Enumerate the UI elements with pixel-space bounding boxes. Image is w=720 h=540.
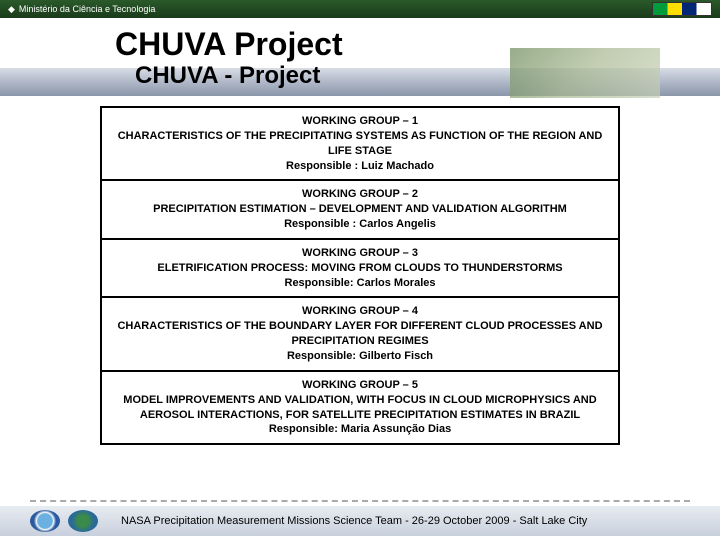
table-row: WORKING GROUP – 3ELETRIFICATION PROCESS:… [101, 239, 619, 298]
decorative-photo [510, 48, 660, 98]
working-group-cell: WORKING GROUP – 2PRECIPITATION ESTIMATIO… [101, 180, 619, 239]
cptec-logo-icon [68, 510, 98, 532]
working-group-cell: WORKING GROUP – 4CHARACTERISTICS OF THE … [101, 297, 619, 370]
wg-title: WORKING GROUP – 5 [112, 378, 608, 393]
table-row: WORKING GROUP – 5MODEL IMPROVEMENTS AND … [101, 371, 619, 444]
ministry-label: ◆ Ministério da Ciência e Tecnologia [8, 4, 155, 15]
wg-description: PRECIPITATION ESTIMATION – DEVELOPMENT A… [112, 202, 608, 217]
brasil-flag-icon [652, 2, 712, 16]
wg-description: CHARACTERISTICS OF THE PRECIPITATING SYS… [112, 129, 608, 159]
footer-text: NASA Precipitation Measurement Missions … [121, 515, 587, 527]
inpe-logo-icon [30, 510, 60, 532]
brasil-coat-icon: ◆ [8, 4, 15, 15]
wg-description: ELETRIFICATION PROCESS: MOVING FROM CLOU… [112, 261, 608, 276]
page-title: CHUVA Project [115, 26, 343, 63]
table-row: WORKING GROUP – 4CHARACTERISTICS OF THE … [101, 297, 619, 370]
page-subtitle: CHUVA - Project [135, 62, 320, 90]
wg-responsible: Responsible: Gilberto Fisch [112, 349, 608, 364]
wg-responsible: Responsible : Luiz Machado [112, 159, 608, 174]
wg-responsible: Responsible: Maria Assunção Dias [112, 422, 608, 437]
wg-title: WORKING GROUP – 4 [112, 304, 608, 319]
working-groups-table: WORKING GROUP – 1CHARACTERISTICS OF THE … [100, 106, 620, 445]
footer-band: NASA Precipitation Measurement Missions … [0, 506, 720, 536]
wg-title: WORKING GROUP – 2 [112, 187, 608, 202]
wg-responsible: Responsible : Carlos Angelis [112, 217, 608, 232]
wg-description: CHARACTERISTICS OF THE BOUNDARY LAYER FO… [112, 319, 608, 349]
wg-title: WORKING GROUP – 1 [112, 114, 608, 129]
table-row: WORKING GROUP – 2PRECIPITATION ESTIMATIO… [101, 180, 619, 239]
wg-responsible: Responsible: Carlos Morales [112, 276, 608, 291]
wg-title: WORKING GROUP – 3 [112, 246, 608, 261]
table-row: WORKING GROUP – 1CHARACTERISTICS OF THE … [101, 107, 619, 180]
working-group-cell: WORKING GROUP – 5MODEL IMPROVEMENTS AND … [101, 371, 619, 444]
ministry-text: Ministério da Ciência e Tecnologia [19, 4, 155, 14]
footer-divider [30, 500, 690, 502]
title-area: CHUVA Project CHUVA - Project [0, 18, 720, 96]
content-area: WORKING GROUP – 1CHARACTERISTICS OF THE … [0, 96, 720, 445]
footer: NASA Precipitation Measurement Missions … [0, 500, 720, 540]
working-group-cell: WORKING GROUP – 1CHARACTERISTICS OF THE … [101, 107, 619, 180]
working-group-cell: WORKING GROUP – 3ELETRIFICATION PROCESS:… [101, 239, 619, 298]
gov-top-bar: ◆ Ministério da Ciência e Tecnologia [0, 0, 720, 18]
wg-description: MODEL IMPROVEMENTS AND VALIDATION, WITH … [112, 393, 608, 423]
